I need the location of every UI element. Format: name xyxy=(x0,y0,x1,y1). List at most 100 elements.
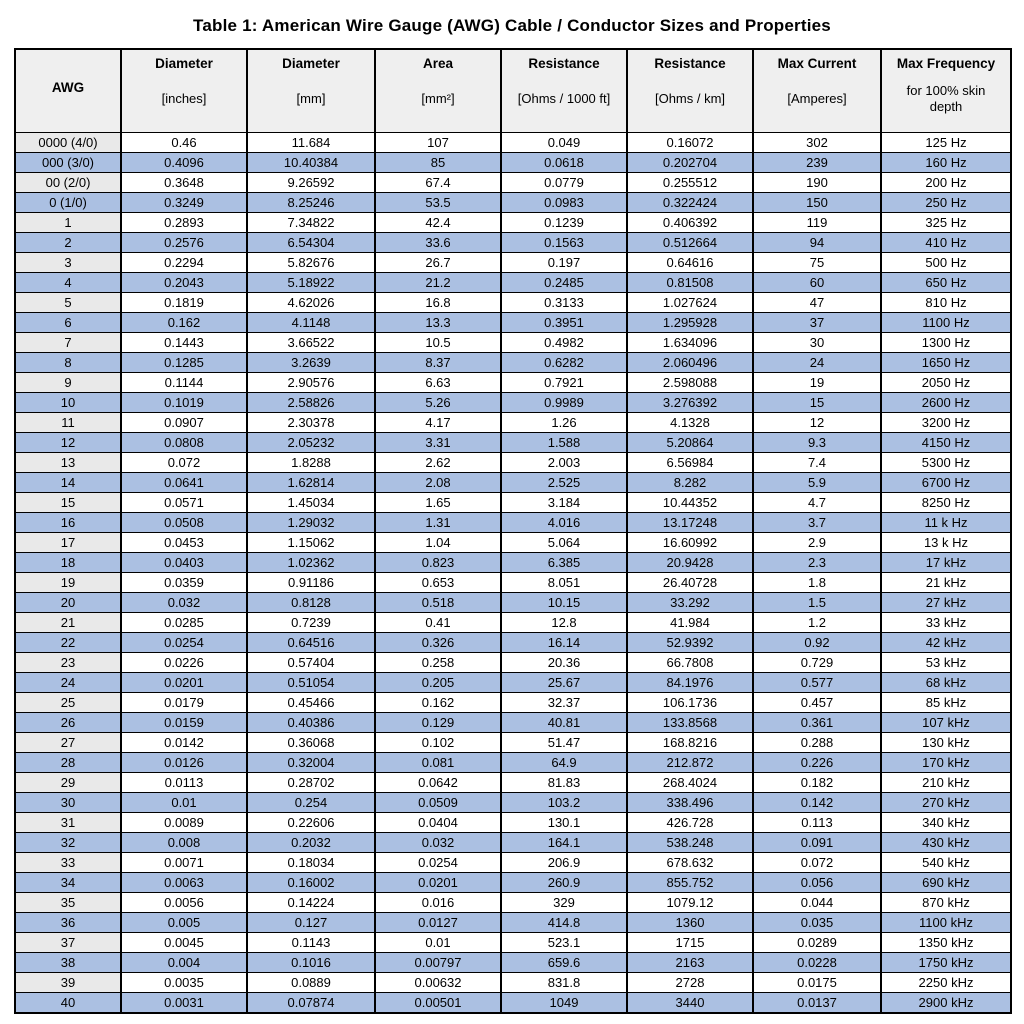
table-cell-max-frequency: 13 k Hz xyxy=(880,532,1012,553)
table-cell-resistance-1000ft: 414.8 xyxy=(500,912,628,933)
table-cell-max-current: 0.226 xyxy=(752,752,882,773)
awg-cell: 0 (1/0) xyxy=(14,192,122,213)
table-row: 8 0.1285 3.2639 8.37 0.6282 2.060496 24 1650 Hz xyxy=(14,352,1012,373)
table-cell-resistance-km: 4.1328 xyxy=(626,412,754,433)
table-cell-resistance-km: 0.406392 xyxy=(626,212,754,233)
awg-table: AWG Diameter [inches] Diameter [mm] Area [mm²]… xyxy=(14,48,1012,1014)
table-cell-resistance-1000ft: 20.36 xyxy=(500,652,628,673)
awg-cell: 0000 (4/0) xyxy=(14,132,122,153)
table-cell-max-frequency: 17 kHz xyxy=(880,552,1012,573)
awg-cell: 2 xyxy=(14,232,122,253)
table-cell-area-mm2: 0.205 xyxy=(374,672,502,693)
table-cell-resistance-km: 3.276392 xyxy=(626,392,754,413)
column-label: AWG xyxy=(51,80,85,95)
awg-cell: 22 xyxy=(14,632,122,653)
awg-cell: 18 xyxy=(14,552,122,573)
table-cell-max-frequency: 410 Hz xyxy=(880,232,1012,253)
header-cell-content: Resistance [Ohms / km] xyxy=(629,50,751,132)
table-cell-resistance-1000ft: 0.0983 xyxy=(500,192,628,213)
table-cell-diameter-inches: 0.0226 xyxy=(120,652,248,673)
table-cell-resistance-km: 1715 xyxy=(626,932,754,953)
table-cell-diameter-inches: 0.0035 xyxy=(120,972,248,993)
table-cell-resistance-1000ft: 0.9989 xyxy=(500,392,628,413)
table-cell-diameter-inches: 0.3648 xyxy=(120,172,248,193)
table-cell-max-frequency: 2600 Hz xyxy=(880,392,1012,413)
table-cell-resistance-km: 66.7808 xyxy=(626,652,754,673)
table-row: 00 (2/0) 0.3648 9.26592 67.4 0.0779 0.255512 1… xyxy=(14,172,1012,193)
table-cell-max-frequency: 4150 Hz xyxy=(880,432,1012,453)
column-header-resistance-km: Resistance [Ohms / km] xyxy=(626,48,754,133)
table-cell-max-current: 0.182 xyxy=(752,772,882,793)
table-cell-max-frequency: 2050 Hz xyxy=(880,372,1012,393)
table-cell-max-current: 7.4 xyxy=(752,452,882,473)
awg-cell: 00 (2/0) xyxy=(14,172,122,193)
table-cell-max-frequency: 85 kHz xyxy=(880,692,1012,713)
table-cell-resistance-1000ft: 0.049 xyxy=(500,132,628,153)
table-cell-diameter-inches: 0.1819 xyxy=(120,292,248,313)
table-cell-diameter-inches: 0.2576 xyxy=(120,232,248,253)
table-cell-diameter-inches: 0.0159 xyxy=(120,712,248,733)
table-cell-diameter-mm: 1.8288 xyxy=(246,452,376,473)
awg-cell: 23 xyxy=(14,652,122,673)
table-cell-max-current: 0.457 xyxy=(752,692,882,713)
table-cell-resistance-1000ft: 10.15 xyxy=(500,592,628,613)
table-cell-diameter-inches: 0.1285 xyxy=(120,352,248,373)
awg-cell: 14 xyxy=(14,472,122,493)
table-cell-diameter-inches: 0.0359 xyxy=(120,572,248,593)
table-cell-diameter-inches: 0.072 xyxy=(120,452,248,473)
column-header-resistance-1000ft: Resistance [Ohms / 1000 ft] xyxy=(500,48,628,133)
table-row: 12 0.0808 2.05232 3.31 1.588 5.20864 9.3 4150 H… xyxy=(14,432,1012,453)
column-sublabel: [mm] xyxy=(296,91,326,106)
table-cell-diameter-mm: 4.1148 xyxy=(246,312,376,333)
table-cell-resistance-km: 268.4024 xyxy=(626,772,754,793)
table-cell-resistance-1000ft: 0.197 xyxy=(500,252,628,273)
table-cell-diameter-mm: 0.07874 xyxy=(246,992,376,1014)
table-cell-max-current: 94 xyxy=(752,232,882,253)
awg-cell: 9 xyxy=(14,372,122,393)
table-cell-diameter-mm: 1.62814 xyxy=(246,472,376,493)
column-header-area-mm2: Area [mm²] xyxy=(374,48,502,133)
table-cell-area-mm2: 6.63 xyxy=(374,372,502,393)
table-cell-resistance-km: 106.1736 xyxy=(626,692,754,713)
column-header-diameter-mm: Diameter [mm] xyxy=(246,48,376,133)
table-row: 28 0.0126 0.32004 0.081 64.9 212.872 0.226 170 … xyxy=(14,752,1012,773)
table-cell-area-mm2: 1.65 xyxy=(374,492,502,513)
table-cell-diameter-mm: 0.127 xyxy=(246,912,376,933)
table-cell-resistance-1000ft: 0.7921 xyxy=(500,372,628,393)
awg-cell: 6 xyxy=(14,312,122,333)
table-cell-diameter-mm: 0.7239 xyxy=(246,612,376,633)
awg-cell: 5 xyxy=(14,292,122,313)
table-cell-max-current: 0.056 xyxy=(752,872,882,893)
table-cell-diameter-inches: 0.2043 xyxy=(120,272,248,293)
table-cell-max-current: 24 xyxy=(752,352,882,373)
table-cell-diameter-inches: 0.0179 xyxy=(120,692,248,713)
awg-cell: 12 xyxy=(14,432,122,453)
table-cell-area-mm2: 2.08 xyxy=(374,472,502,493)
table-cell-max-current: 0.0137 xyxy=(752,992,882,1014)
table-cell-area-mm2: 0.258 xyxy=(374,652,502,673)
table-cell-area-mm2: 0.41 xyxy=(374,612,502,633)
column-sublabel: [mm²] xyxy=(421,91,455,106)
table-cell-max-current: 9.3 xyxy=(752,432,882,453)
table-cell-area-mm2: 33.6 xyxy=(374,232,502,253)
table-cell-area-mm2: 0.129 xyxy=(374,712,502,733)
table-cell-resistance-km: 338.496 xyxy=(626,792,754,813)
table-cell-max-current: 4.7 xyxy=(752,492,882,513)
table-cell-max-frequency: 107 kHz xyxy=(880,712,1012,733)
table-cell-resistance-1000ft: 164.1 xyxy=(500,832,628,853)
table-row: 0 (1/0) 0.3249 8.25246 53.5 0.0983 0.322424 15… xyxy=(14,192,1012,213)
table-cell-area-mm2: 16.8 xyxy=(374,292,502,313)
table-cell-diameter-inches: 0.008 xyxy=(120,832,248,853)
table-row: 40 0.0031 0.07874 0.00501 1049 3440 0.0137 2900… xyxy=(14,992,1012,1014)
table-cell-diameter-mm: 1.45034 xyxy=(246,492,376,513)
table-cell-max-current: 0.0175 xyxy=(752,972,882,993)
table-row: 37 0.0045 0.1143 0.01 523.1 1715 0.0289 1350 kH… xyxy=(14,932,1012,953)
table-cell-diameter-mm: 1.15062 xyxy=(246,532,376,553)
table-cell-area-mm2: 0.823 xyxy=(374,552,502,573)
table-header: AWG Diameter [inches] Diameter [mm] Area [mm²]… xyxy=(14,48,1012,133)
table-cell-resistance-1000ft: 0.1239 xyxy=(500,212,628,233)
table-cell-area-mm2: 0.01 xyxy=(374,932,502,953)
table-cell-max-frequency: 53 kHz xyxy=(880,652,1012,673)
table-row: 23 0.0226 0.57404 0.258 20.36 66.7808 0.729 53 … xyxy=(14,652,1012,673)
table-cell-diameter-mm: 3.2639 xyxy=(246,352,376,373)
